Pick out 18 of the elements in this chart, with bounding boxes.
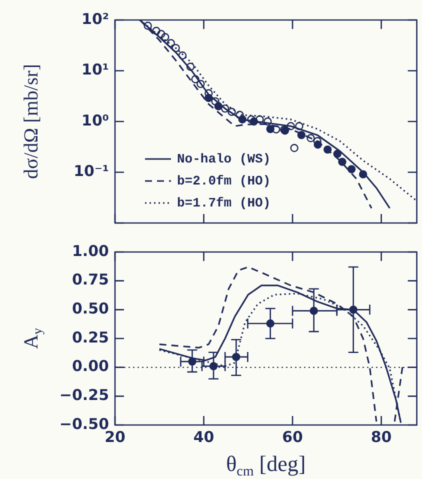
y-tick-label: 10⁰ [82, 111, 109, 130]
x-tick-label: 60 [282, 428, 303, 446]
x-tick-label: 80 [370, 428, 392, 446]
y-tick-label: 1.00 [72, 242, 109, 260]
y-tick-label: 10⁻¹ [74, 162, 109, 180]
y-tick-label: 0.50 [72, 300, 109, 318]
legend-label: b=2.0fm (HO) [177, 173, 271, 188]
legend-label: No-halo (WS) [177, 151, 271, 166]
y-tick-label: 10² [82, 10, 109, 28]
y-tick-label: 0.25 [72, 328, 109, 346]
y-axis-title: dσ/dΩ [mb/sr] [20, 64, 42, 180]
y-tick-label: 10¹ [82, 60, 109, 79]
x-tick-label: 40 [193, 428, 214, 446]
y-tick-label: 0.75 [72, 270, 109, 289]
y-tick-label: −0.25 [59, 386, 109, 404]
legend-label: b=1.7fm (HO) [177, 195, 271, 210]
y-tick-label: 0.00 [72, 357, 109, 376]
y-axis-title: Ay [20, 328, 44, 349]
